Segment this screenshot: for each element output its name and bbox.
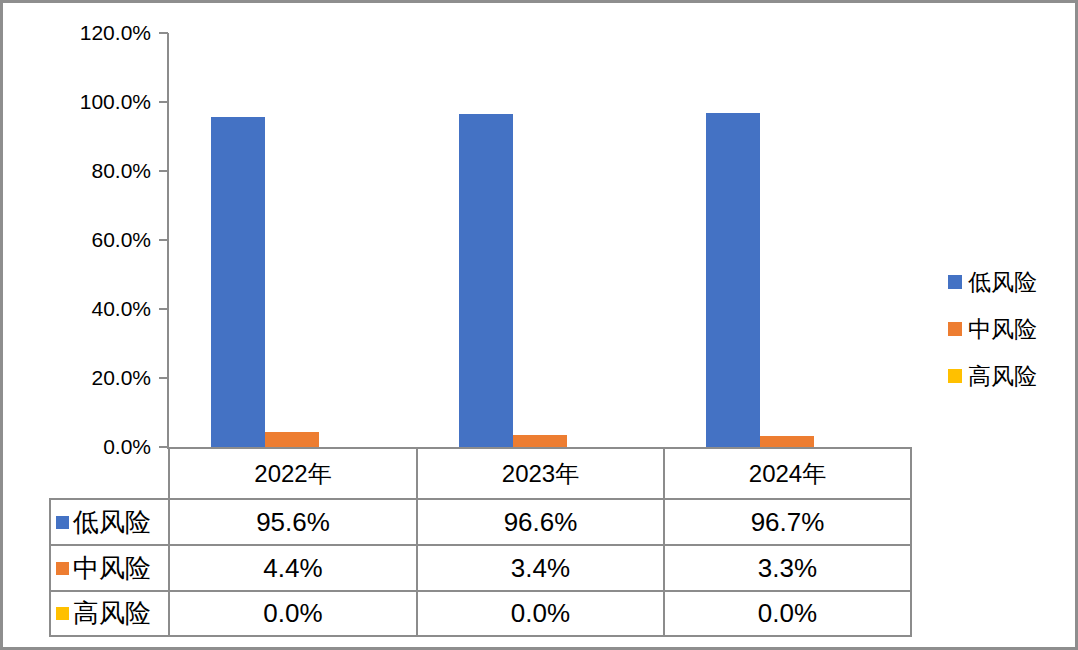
legend-swatch-icon <box>948 322 962 336</box>
bar-低风险-2023年 <box>459 114 513 447</box>
table-value-cell: 0.0% <box>169 591 417 636</box>
bar-中风险-2022年 <box>265 432 319 447</box>
legend-label: 低风险 <box>968 269 1037 295</box>
y-axis-tick-label: 60.0% <box>41 229 151 251</box>
series-name: 低风险 <box>73 505 151 540</box>
series-swatch-icon <box>56 562 69 575</box>
table-row-header: 中风险 <box>50 545 169 591</box>
table-category-header: 2022年 <box>169 448 417 499</box>
chart-canvas: 0.0% 20.0% 40.0% 60.0% 80.0% 100.0% 120.0% 低风险… <box>0 0 1078 650</box>
table-category-header: 2023年 <box>417 448 664 499</box>
y-axis-tick-label: 40.0% <box>41 298 151 320</box>
table-row: 高风险0.0%0.0%0.0% <box>50 591 911 636</box>
legend-item: 低风险 <box>948 269 1037 295</box>
legend-label: 中风险 <box>968 316 1037 342</box>
table-value-cell: 95.6% <box>169 499 417 545</box>
bar-中风险-2023年 <box>513 435 567 447</box>
table-value-cell: 0.0% <box>417 591 664 636</box>
legend-item: 高风险 <box>948 363 1037 389</box>
y-axis-line <box>167 33 169 449</box>
bar-低风险-2022年 <box>211 117 265 447</box>
legend-swatch-icon <box>948 369 962 383</box>
table-row: 中风险 4.4%3.4%3.3% <box>50 545 911 591</box>
bar-低风险-2024年 <box>706 113 760 447</box>
bar-中风险-2024年 <box>760 436 814 447</box>
legend-label: 高风险 <box>968 363 1037 389</box>
table-value-cell: 0.0% <box>664 591 911 636</box>
table-value-cell: 96.6% <box>417 499 664 545</box>
data-table: 2022年2023年2024年低风险 95.6%96.6%96.7% 中风险 4.4%… <box>49 447 912 637</box>
table-value-cell: 3.3% <box>664 545 911 591</box>
y-axis-tick-label: 100.0% <box>41 91 151 113</box>
table-value-cell: 4.4% <box>169 545 417 591</box>
legend-item: 中风险 <box>948 316 1037 342</box>
y-axis-tick-label: 20.0% <box>41 367 151 389</box>
table-value-cell: 96.7% <box>664 499 911 545</box>
y-axis-tick-label: 120.0% <box>41 22 151 44</box>
series-name: 中风险 <box>73 551 151 586</box>
legend-swatch-icon <box>948 275 962 289</box>
series-swatch-icon <box>56 607 69 620</box>
table-row-header: 低风险 <box>50 499 169 545</box>
series-swatch-icon <box>56 516 69 529</box>
table-row-header: 高风险 <box>50 591 169 636</box>
table-value-cell: 3.4% <box>417 545 664 591</box>
table-corner-cell <box>50 448 169 499</box>
table-row: 低风险 95.6%96.6%96.7% <box>50 499 911 545</box>
series-name: 高风险 <box>73 596 151 631</box>
y-axis-tick-label: 80.0% <box>41 160 151 182</box>
table-category-header: 2024年 <box>664 448 911 499</box>
